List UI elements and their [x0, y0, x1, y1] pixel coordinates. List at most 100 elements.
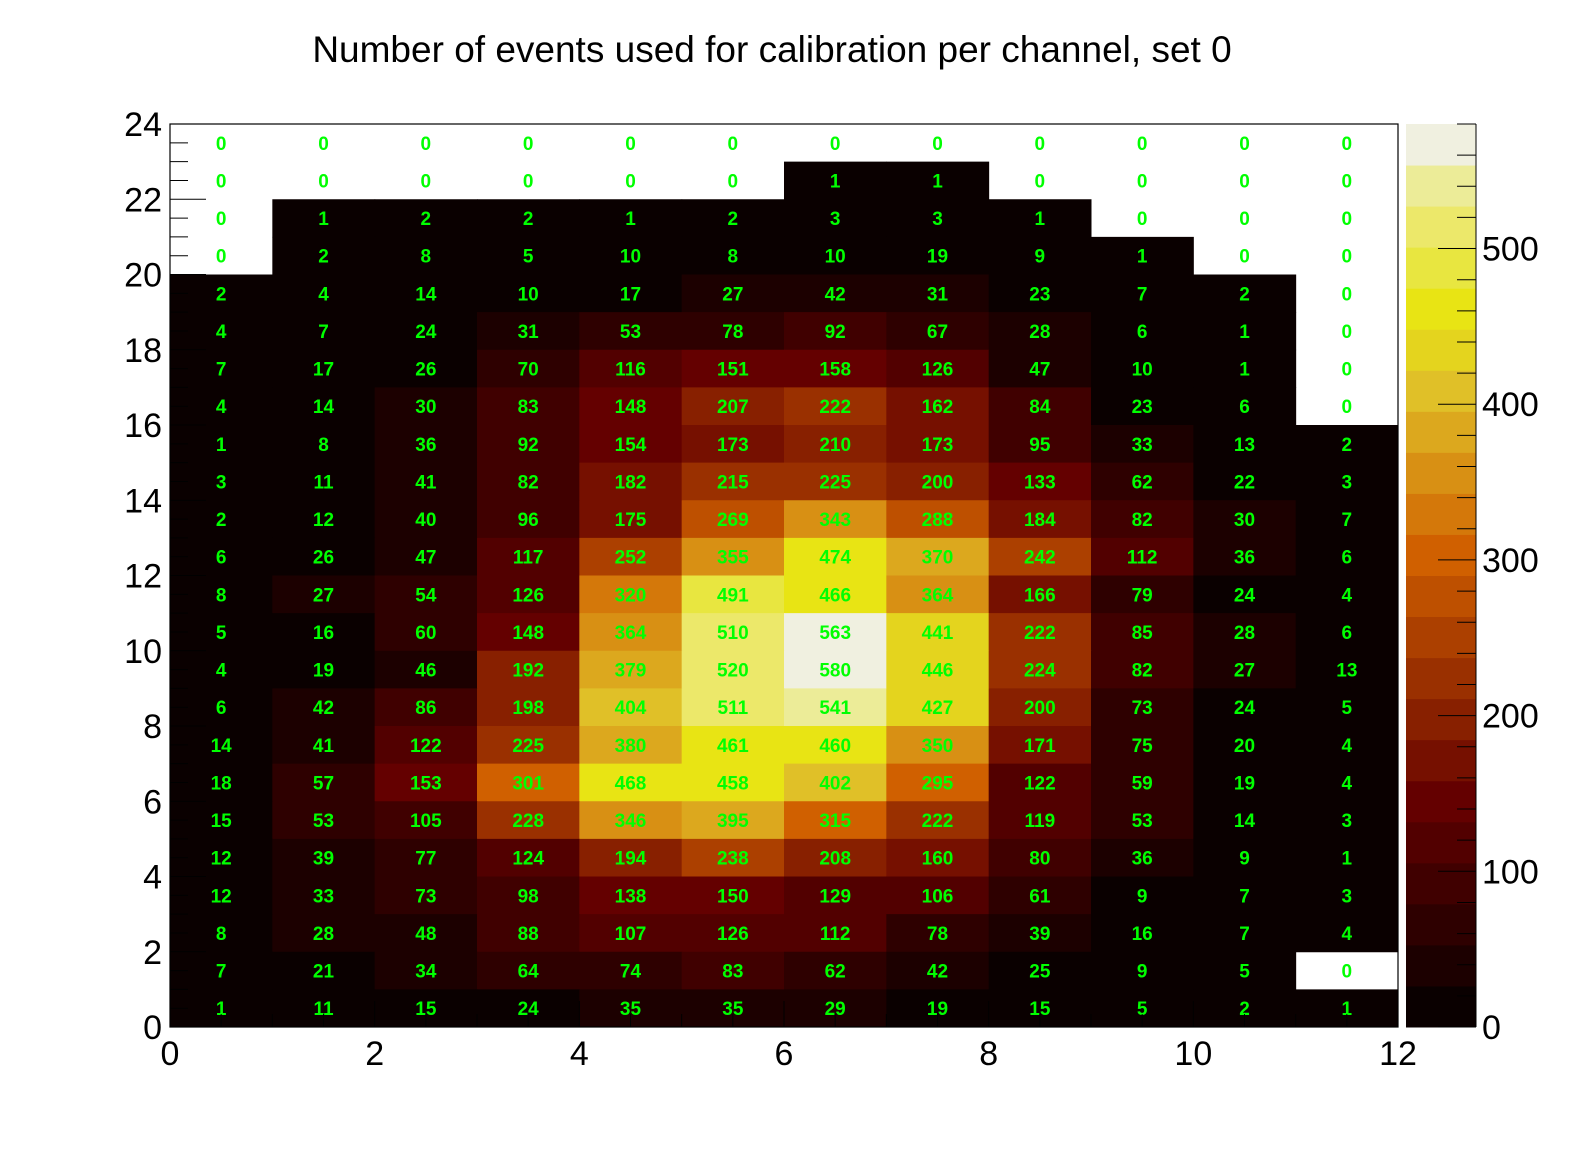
cell-value-label: 62 [825, 962, 846, 983]
cell-value-label: 13 [1336, 661, 1357, 682]
cell-value-label: 19 [927, 247, 948, 268]
heatmap-cell [784, 876, 887, 915]
cell-value-label: 78 [722, 322, 743, 343]
cell-value-label: 16 [1132, 924, 1153, 945]
cell-value-label: 200 [1024, 698, 1056, 719]
heatmap-cell [1193, 726, 1297, 765]
heatmap-cell [784, 312, 887, 351]
cell-value-label: 3 [1342, 886, 1353, 907]
cell-value-label: 1 [216, 999, 227, 1020]
cell-value-label: 40 [415, 510, 436, 531]
heatmap-cell [272, 425, 376, 464]
cell-value-label: 0 [216, 209, 227, 230]
heatmap-cell [1295, 575, 1399, 614]
cell-value-label: 1 [1342, 999, 1353, 1020]
cell-value-label: 53 [1132, 811, 1153, 832]
heatmap-cell [988, 575, 1092, 614]
heatmap-cell [886, 161, 990, 200]
cell-value-label: 84 [1029, 397, 1051, 418]
heatmap-cell [1193, 387, 1297, 426]
cell-value-label: 3 [1342, 811, 1353, 832]
cell-value-label: 26 [415, 360, 436, 381]
heatmap-cell [988, 726, 1092, 765]
cell-value-label: 14 [415, 284, 437, 305]
cell-value-label: 541 [819, 698, 851, 719]
cell-value-label: 4 [1342, 736, 1353, 757]
heatmap-cell [477, 613, 580, 652]
heatmap-cell [681, 726, 785, 765]
cell-value-label: 153 [410, 773, 442, 794]
heatmap-cell [1091, 387, 1194, 426]
cell-value-label: 19 [927, 999, 948, 1020]
heatmap-cell [886, 500, 990, 539]
heatmap-cell [477, 914, 580, 953]
heatmap-cell [1193, 500, 1297, 539]
heatmap-cell [477, 688, 580, 727]
heatmap-cell [272, 236, 376, 275]
heatmap-cell [374, 312, 478, 351]
heatmap-cell [1193, 688, 1297, 727]
heatmap-cell [681, 575, 785, 614]
cell-value-label: 380 [615, 736, 647, 757]
heatmap-cell [681, 500, 785, 539]
heatmap-cell [579, 688, 683, 727]
cell-value-label: 5 [1239, 962, 1250, 983]
cell-value-label: 57 [313, 773, 334, 794]
heatmap-cell [1295, 613, 1399, 652]
cell-value-label: 1 [1137, 247, 1148, 268]
heatmap-cell [784, 951, 887, 990]
cell-value-label: 27 [722, 284, 743, 305]
y-tick-label: 4 [143, 859, 162, 897]
cell-value-label: 0 [216, 134, 227, 155]
heatmap-cell [1193, 613, 1297, 652]
heatmap-cell [374, 349, 478, 388]
heatmap-cell [272, 575, 376, 614]
heatmap-cell [1091, 838, 1194, 877]
cell-value-label: 35 [722, 999, 744, 1020]
cell-value-label: 42 [927, 962, 948, 983]
cell-value-label: 7 [1239, 886, 1250, 907]
heatmap-cell [886, 425, 990, 464]
heatmap-cell [374, 500, 478, 539]
cell-value-label: 12 [211, 849, 232, 870]
heatmap-cell [681, 763, 785, 802]
cell-value-label: 1 [932, 171, 943, 192]
cell-value-label: 0 [1137, 171, 1148, 192]
color-scale-step [1406, 452, 1476, 494]
color-scale-step [1406, 985, 1476, 1028]
color-scale-step [1406, 698, 1476, 741]
cell-value-label: 42 [825, 284, 846, 305]
heatmap-cell [886, 763, 990, 802]
cell-value-label: 511 [718, 698, 749, 719]
cell-value-label: 9 [1137, 962, 1148, 983]
cell-value-label: 1 [216, 435, 227, 456]
heatmap-cell [374, 425, 478, 464]
color-scale-tick-label: 200 [1482, 698, 1539, 736]
cell-value-label: 21 [313, 962, 335, 983]
color-scale-step [1406, 657, 1476, 700]
cell-value-label: 441 [922, 623, 954, 644]
cell-value-label: 315 [819, 811, 851, 832]
heatmap-cell [886, 914, 990, 953]
heatmap-cell [988, 236, 1092, 275]
cell-value-label: 67 [927, 322, 948, 343]
cell-value-label: 468 [615, 773, 647, 794]
cell-value-label: 80 [1029, 849, 1050, 870]
heatmap-cell [784, 387, 887, 426]
cell-value-label: 466 [819, 585, 851, 606]
cell-value-label: 225 [512, 736, 544, 757]
cell-value-label: 16 [313, 623, 334, 644]
heatmap-cell [1091, 650, 1194, 689]
heatmap-cell [1295, 500, 1399, 539]
heatmap-cell [374, 838, 478, 877]
heatmap-cell [1091, 726, 1194, 765]
cell-value-label: 370 [922, 548, 954, 569]
heatmap-cell [784, 537, 887, 576]
heatmap-cell [374, 613, 478, 652]
cell-value-label: 0 [523, 134, 534, 155]
cell-value-label: 6 [216, 698, 227, 719]
cell-value-label: 0 [1342, 247, 1353, 268]
cell-value-label: 379 [615, 661, 647, 682]
y-tick-label: 10 [124, 633, 162, 671]
